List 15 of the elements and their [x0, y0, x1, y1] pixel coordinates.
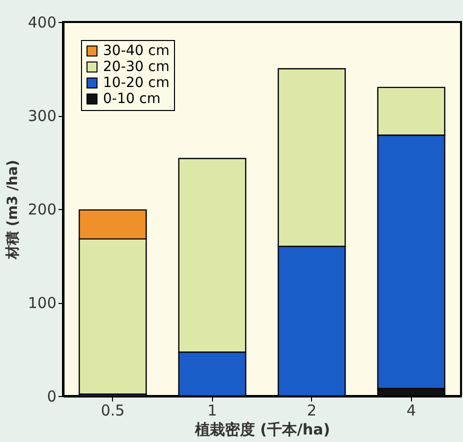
- y-tick-label: 200: [28, 200, 56, 218]
- legend-label: 30-40 cm: [103, 43, 170, 59]
- x-tick-label: 2: [306, 402, 317, 420]
- x-axis-title: 植栽密度 (千本/ha): [194, 420, 330, 438]
- legend-label: 0-10 cm: [103, 91, 161, 107]
- y-tick-label: 0: [46, 388, 56, 406]
- y-tick-label: 400: [28, 14, 56, 32]
- x-tick-label: 0.5: [100, 402, 125, 420]
- x-tick-label: 1: [207, 402, 218, 420]
- y-tick-label: 300: [28, 107, 56, 125]
- legend-label: 20-30 cm: [103, 59, 170, 75]
- y-tick-label: 100: [28, 294, 56, 312]
- legend-label: 10-20 cm: [103, 75, 170, 91]
- y-axis-title: 材積 (m3 /ha): [4, 160, 21, 260]
- x-tick-label: 4: [406, 402, 416, 420]
